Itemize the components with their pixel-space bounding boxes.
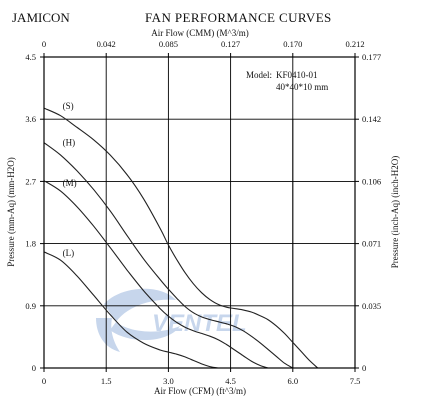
series-label-h: (H) — [63, 137, 76, 147]
x-tick-label: 6.0 — [287, 376, 298, 386]
y2-tick-label: 0.071 — [362, 239, 381, 249]
series-label-m: (M) — [63, 178, 77, 188]
y-tick-label: 4.5 — [25, 52, 36, 62]
series-curve-s — [43, 107, 319, 369]
fan-size: 40*40*10 mm — [276, 82, 328, 92]
x-tick-label: 1.5 — [101, 376, 112, 386]
y-tick-label: 2.7 — [25, 176, 36, 186]
watermark-fan-blade — [96, 318, 120, 352]
series-curves: (S) (H) (M) (L) — [43, 101, 319, 369]
model-number: KF0410-01 — [276, 70, 318, 80]
y-tick-label: 0 — [32, 363, 36, 373]
y-tick-label: 0.9 — [25, 301, 36, 311]
brand-name: JAMICON — [12, 10, 70, 25]
x2-tick-label: 0.042 — [97, 39, 116, 49]
series-curve-m — [43, 180, 269, 369]
series-curve-h — [43, 142, 294, 369]
series-label-s: (S) — [63, 101, 74, 111]
model-label: Model: — [246, 70, 272, 80]
x2-tick-label: 0.170 — [283, 39, 302, 49]
watermark-fan-blade — [104, 288, 176, 322]
x2-tick-label: 0 — [42, 39, 46, 49]
x-tick-label: 7.5 — [350, 376, 361, 386]
y2-tick-label: 0 — [362, 363, 366, 373]
y-tick-label: 3.6 — [25, 114, 36, 124]
x2-tick-label: 0.085 — [159, 39, 178, 49]
grid — [44, 57, 355, 368]
chart-title: FAN PERFORMANCE CURVES — [145, 10, 332, 25]
x2-tick-label: 0.127 — [221, 39, 240, 49]
series-label-l: (L) — [63, 248, 75, 258]
tick-labels: 001.50.0423.00.0854.50.1276.00.1707.50.2… — [25, 39, 381, 386]
x-tick-label: 3.0 — [163, 376, 174, 386]
y2-tick-label: 0.106 — [362, 176, 381, 186]
bottom-axis-title: Air Flow (CFM) (ft^3/m) — [154, 386, 246, 396]
x-tick-label: 0 — [42, 376, 46, 386]
plot-frame — [43, 56, 356, 369]
y-tick-label: 1.8 — [25, 239, 36, 249]
y2-tick-label: 0.035 — [362, 301, 381, 311]
series-curve-l — [43, 251, 219, 369]
x2-tick-label: 0.212 — [345, 39, 364, 49]
top-axis-title: Air Flow (CMM) (M^3/m) — [151, 28, 248, 38]
left-axis-title: Pressure (mm-Aq) (mm-H2O) — [6, 157, 16, 266]
right-axis-title: Pressure (inch-Aq) (inch-H2O) — [390, 156, 400, 268]
y2-tick-label: 0.142 — [362, 114, 381, 124]
y2-tick-label: 0.177 — [362, 52, 381, 62]
watermark-fan-blade — [110, 322, 180, 341]
x-tick-label: 4.5 — [225, 376, 236, 386]
